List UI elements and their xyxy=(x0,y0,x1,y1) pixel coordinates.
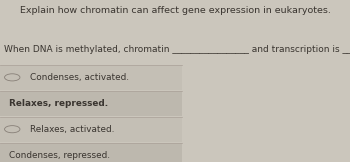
Text: Relaxes, activated.: Relaxes, activated. xyxy=(30,125,114,134)
FancyBboxPatch shape xyxy=(0,91,182,116)
FancyBboxPatch shape xyxy=(0,143,182,162)
Text: Relaxes, repressed.: Relaxes, repressed. xyxy=(9,99,108,108)
FancyBboxPatch shape xyxy=(0,65,182,90)
FancyBboxPatch shape xyxy=(0,117,182,142)
Text: Condenses, activated.: Condenses, activated. xyxy=(30,73,129,82)
Text: When DNA is methylated, chromatin _________________ and transcription is _______: When DNA is methylated, chromatin ______… xyxy=(4,45,350,54)
Text: Condenses, repressed.: Condenses, repressed. xyxy=(9,151,110,160)
Text: Explain how chromatin can affect gene expression in eukaryotes.: Explain how chromatin can affect gene ex… xyxy=(20,6,330,16)
